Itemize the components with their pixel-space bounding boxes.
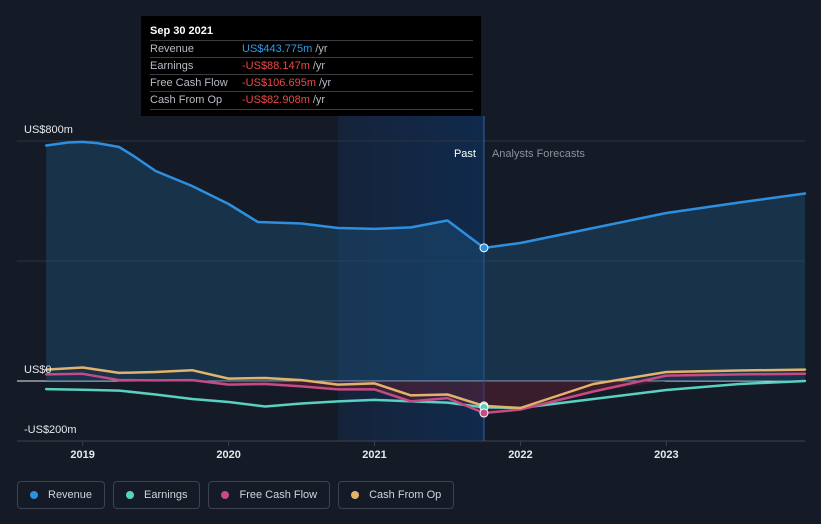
forecast-label: Analysts Forecasts [492,148,585,160]
cash-from-op-dot-icon [351,491,360,499]
legend-label: Free Cash Flow [239,489,318,501]
tooltip-value: -US$82.908m [242,94,310,106]
tooltip-row-revenue: Revenue US$443.775m/yr [150,40,473,58]
revenue-area [46,141,806,381]
y-axis-label: US$800m [24,124,73,136]
cash-from-op-forecast-line [482,368,807,410]
y-axis-label: US$0 [24,364,52,376]
legend-item-revenue[interactable]: Revenue [17,481,106,509]
tooltip-row-earnings: Earnings -US$88.147m/yr [150,57,473,75]
tooltip-label: Free Cash Flow [150,77,228,89]
tooltip-unit: /yr [315,43,328,55]
legend-item-earnings[interactable]: Earnings [113,481,201,509]
revenue-dot-icon [30,491,38,499]
y-axis-label: -US$200m [24,424,77,436]
tooltip-unit: /yr [312,60,326,72]
legend-label: Earnings [144,489,188,501]
legend-label: Revenue [48,489,93,501]
free-cash-flow-forecast-line [482,372,807,415]
tooltip-unit: /yr [319,77,332,89]
fcf-hover-marker [479,408,489,418]
tooltip-label: Revenue [150,43,195,55]
tooltip-value: -US$106.695m [242,77,316,89]
x-tick-label: 2023 [654,449,678,461]
tooltip-label: Earnings [150,60,194,72]
tooltip-label: Cash From Op [150,94,223,106]
legend-item-cash-from-op[interactable]: Cash From Op [338,481,455,509]
hover-tooltip: Sep 30 2021 Revenue US$443.775m/yr Earni… [141,16,481,116]
chart-legend: Revenue Earnings Free Cash Flow Cash Fro… [17,481,455,509]
earnings-dot-icon [126,491,135,499]
x-tick-label: 2022 [508,449,532,461]
past-label: Past [454,148,476,160]
x-tick-label: 2021 [362,449,386,461]
tooltip-date: Sep 30 2021 [150,25,213,37]
free-cash-flow-dot-icon [221,491,230,499]
cash-from-op-line [44,366,486,408]
tooltip-row-free-cash-flow: Free Cash Flow -US$106.695m/yr [150,74,473,92]
legend-item-free-cash-flow[interactable]: Free Cash Flow [208,481,331,509]
tooltip-unit: /yr [312,94,326,106]
revenue-line [44,140,486,250]
tooltip-value: -US$88.147m [242,60,310,72]
tooltip-row-cash-from-op: Cash From Op -US$82.908m/yr [150,91,473,110]
free-cash-flow-line [44,372,486,415]
negative-cash-area [46,381,806,413]
x-tick-label: 2020 [216,449,240,461]
x-tick-label: 2019 [70,449,94,461]
legend-label: Cash From Op [369,489,442,501]
revenue-forecast-line [482,192,807,250]
revenue-hover-marker [479,243,489,253]
tooltip-value: US$443.775m [242,43,313,55]
